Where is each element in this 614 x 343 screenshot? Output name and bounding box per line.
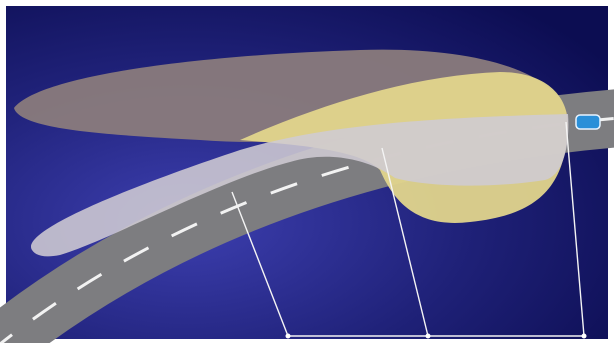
pointer-line <box>565 121 585 337</box>
low-beam <box>31 114 569 257</box>
pointer-lines <box>231 121 585 337</box>
road-center-line <box>0 117 614 343</box>
pointer-dots <box>285 333 587 339</box>
car <box>575 114 601 130</box>
pointer-line <box>231 191 289 337</box>
dot <box>285 333 291 339</box>
dot <box>581 333 587 339</box>
dot <box>425 333 431 339</box>
pointer-line <box>381 147 429 337</box>
